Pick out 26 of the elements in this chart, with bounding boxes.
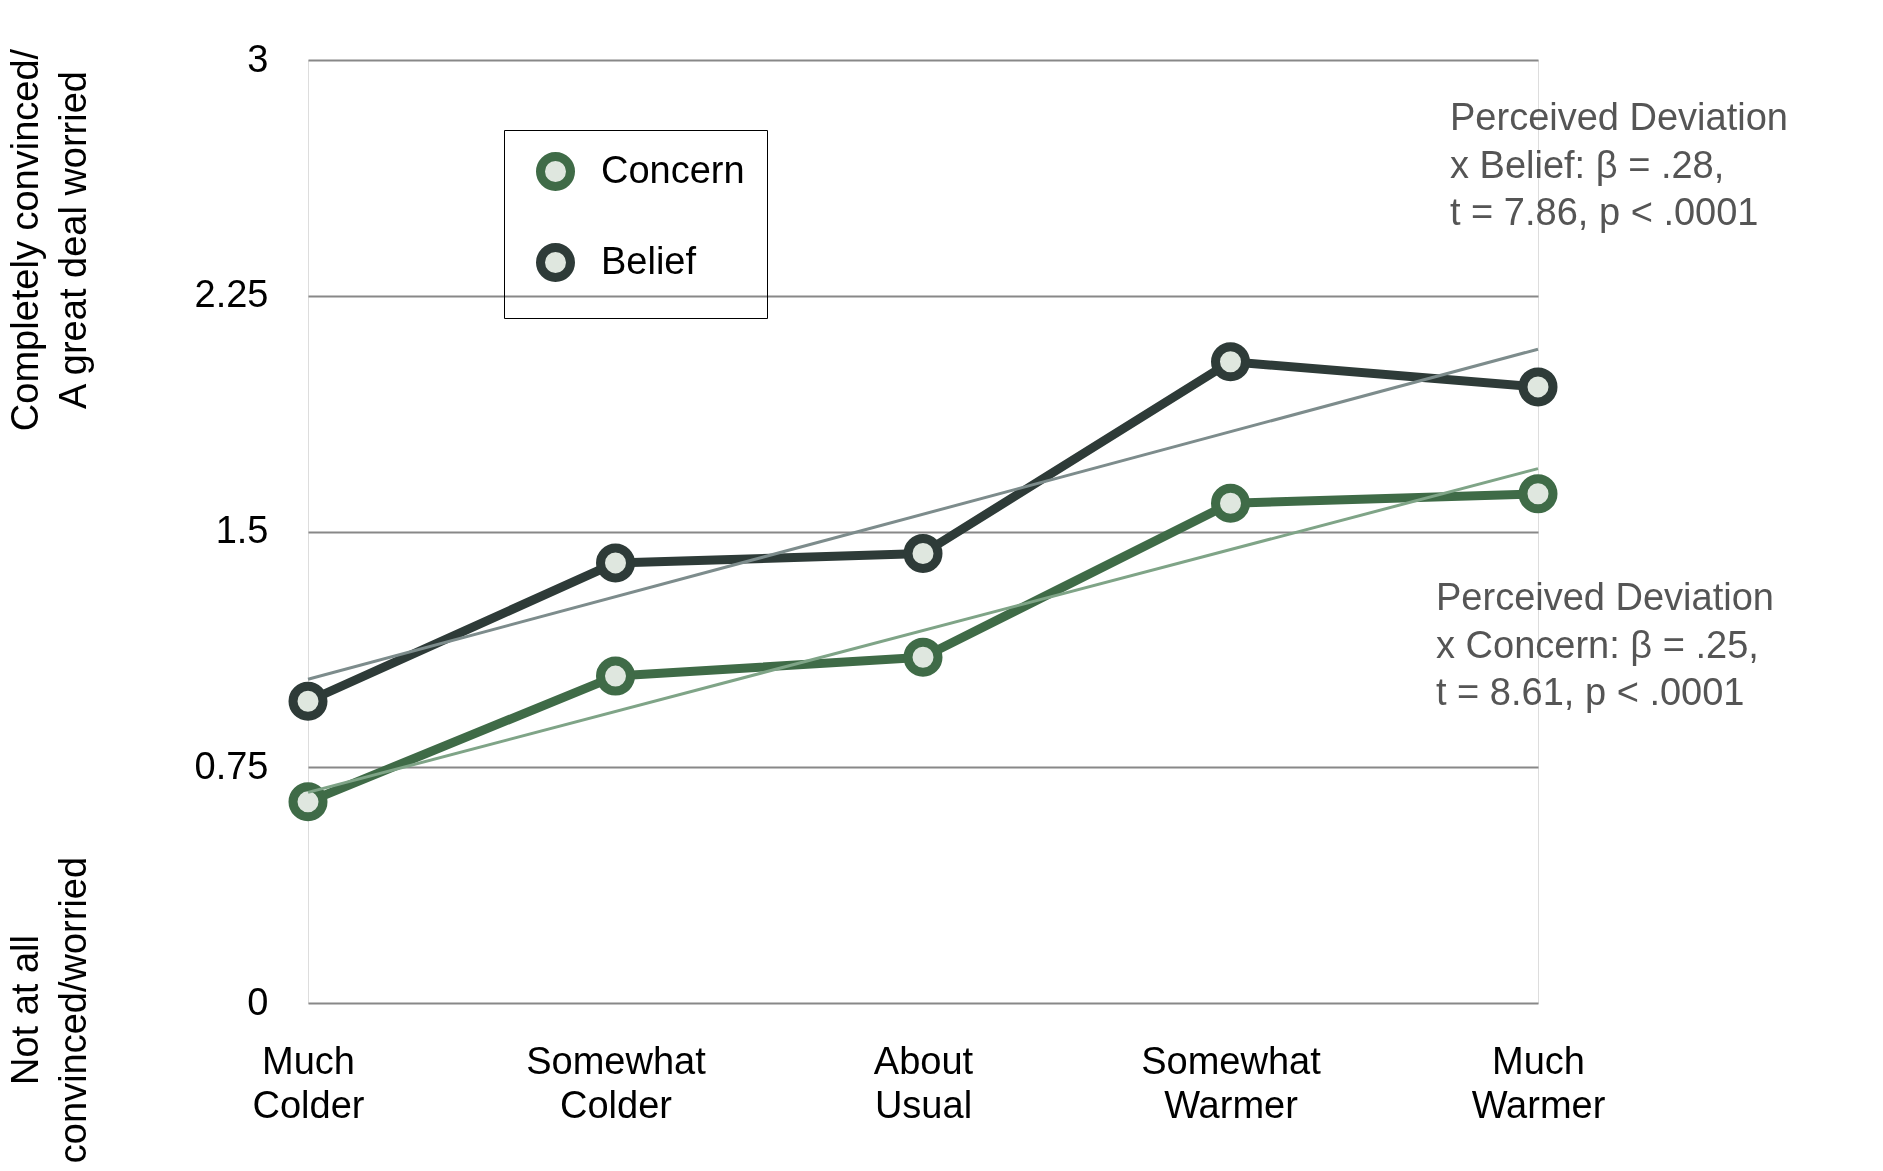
point (903, 534, 943, 573)
point (288, 782, 328, 822)
legend-label: Belief (601, 239, 697, 282)
x-tick-label: Somewhat Warmer (1141, 1039, 1322, 1126)
point (1518, 474, 1558, 514)
y-tick-label: 3 (247, 37, 269, 80)
point (1211, 342, 1250, 382)
x-tick-label: Much Warmer (1471, 1039, 1606, 1126)
point (903, 637, 943, 677)
annotation: Perceived Deviation x Concern: β = .25, t = 8.61, p < .0001 (1436, 576, 1774, 713)
y-tick-label: 2.25 (194, 273, 269, 316)
point (1211, 483, 1250, 523)
point (596, 543, 635, 583)
text: Not at all convinced/worried (4, 856, 94, 1164)
point (288, 681, 328, 721)
point (596, 656, 635, 696)
y-tick-label: 0 (247, 980, 269, 1023)
y-axis-title: Completely convinced/ A great deal worried (4, 48, 94, 432)
x-tick-label: Somewhat Colder (526, 1039, 707, 1126)
y-tick-label: 0.75 (194, 744, 269, 787)
legend-label: Concern (601, 148, 745, 191)
x-tick-label: About Usual (873, 1039, 974, 1126)
point (1518, 367, 1558, 407)
x-tick-label: Much Colder (252, 1039, 365, 1126)
y-tick-label: 1.5 (215, 509, 269, 551)
annotation: Perceived Deviation x Belief: β = .28, t = 7.86, p < .0001 (1450, 96, 1788, 233)
